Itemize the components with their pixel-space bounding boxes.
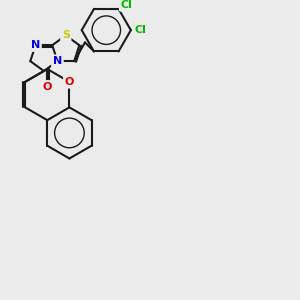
Text: N: N: [53, 56, 62, 66]
Text: Cl: Cl: [135, 25, 147, 35]
Text: N: N: [31, 40, 40, 50]
Text: O: O: [65, 77, 74, 87]
Text: O: O: [43, 82, 52, 92]
Text: S: S: [62, 30, 70, 40]
Text: Cl: Cl: [121, 0, 132, 10]
